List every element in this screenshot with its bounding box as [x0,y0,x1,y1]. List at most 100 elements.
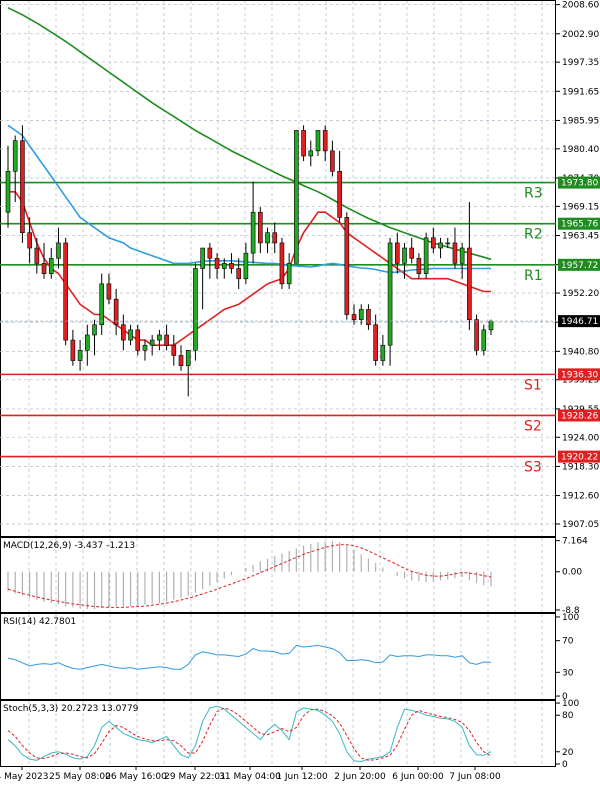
stoch-y-tick-label: 80 [562,711,574,721]
level-label-r2: R2 [524,227,543,243]
x-tick-label: 29 May 22:01 [164,772,226,782]
current-price-tag-text: 1946.71 [561,317,598,327]
x-tick-label: 2 Jun 20:00 [334,772,386,782]
stoch-label: Stoch(5,3,3) 20.2723 13.0779 [3,704,139,714]
rsi-y-tick-label: 70 [562,637,574,647]
candle-body [330,150,335,172]
candle-body [322,130,328,152]
candle-body [358,309,364,320]
candle-body [438,242,443,249]
macd-y-tick-label: -8.8 [562,606,580,616]
level-tag-text-s2: 1928.26 [561,411,598,421]
candle-body [445,242,451,245]
candle-body [394,242,400,264]
level-tag-s3 [558,450,600,463]
candle-body [474,319,479,351]
candle-body [286,263,292,285]
macd-signal-line [7,544,492,608]
y-tick-label: 1985.95 [562,116,599,126]
candle-body [92,324,97,336]
candle-body [294,130,299,264]
rsi-y-tick-label: 30 [562,668,574,678]
stoch-y-tick-label: 0 [562,760,568,770]
macd-y-tick-label: 0.00 [562,568,582,578]
level-tag-text-s1: 1936.30 [561,370,598,380]
candle-body [344,217,350,315]
candle-body [20,140,25,233]
stoch-y-tick-label: 100 [562,699,579,709]
level-label-s1: S1 [524,377,542,393]
candle-body [99,283,105,326]
level-tag-text-s3: 1920.22 [561,453,598,463]
candle-body [229,263,234,269]
y-tick-label: 1940.80 [562,347,599,357]
candle-body [481,329,487,351]
level-tag-r2 [558,217,600,230]
moving-average-line-2 [7,124,491,274]
candle-body [27,232,32,249]
stoch-k-line [7,705,492,763]
y-tick-label: 1907.05 [562,520,599,530]
candle-body [250,211,256,254]
level-label-s3: S3 [524,460,542,476]
candle-body [308,150,314,157]
candle-body [373,324,378,361]
candle-body [337,171,342,218]
level-tag-r3 [558,176,600,189]
candle-body [193,268,198,351]
level-tag-text-r2: 1965.76 [561,220,598,230]
panel-frame-main [0,0,556,537]
x-tick-label: 4 May 2023 [0,772,48,782]
candle-body [164,334,169,346]
candle-body [121,324,126,341]
level-label-r1: R1 [524,268,543,284]
level-tag-s2 [558,409,600,422]
candle-body [185,350,191,366]
candle-body [178,355,184,366]
candle-body [380,344,386,361]
candle-body [200,247,205,269]
candle-body [243,252,249,280]
candle-body [402,247,407,264]
y-tick-label: 1935.25 [562,376,599,386]
y-tick-label: 1969.15 [562,202,599,212]
x-tick-label: 31 May 04:00 [219,772,281,782]
level-tag-text-r3: 1973.80 [561,179,598,189]
candle-body [63,242,68,341]
candle-body [48,257,54,274]
macd-y-tick-label: 7.164 [562,537,588,547]
candle-body [423,237,429,274]
moving-average-line-1 [8,191,491,347]
y-tick-label: 1952.20 [562,289,599,299]
candle-body [387,242,393,346]
x-tick-label: 1 Jun 12:00 [276,772,328,782]
candle-body [157,334,162,341]
candle-body [77,350,83,361]
y-tick-label: 2008.60 [562,1,599,11]
stoch-d-line [7,707,492,761]
level-tag-r1 [558,258,600,271]
candle-body [221,263,227,269]
candle-body [106,283,112,300]
candle-body [214,257,220,269]
candle-body [113,298,119,326]
candle-body [128,329,133,341]
x-tick-label: 25 May 08:00 [49,772,111,782]
rsi-line [7,644,492,670]
candle-body [409,247,415,259]
y-tick-label: 1963.45 [562,232,599,242]
macd-label: MACD(12,26,9) -3.437 -1.213 [3,541,135,551]
candle-body [5,171,11,213]
candle-body [12,140,18,172]
y-tick-label: 1912.60 [562,492,599,502]
y-tick-label: 1997.35 [562,58,599,68]
candle-body [236,268,241,280]
candle-body [84,334,90,351]
panel-frame-macd [0,537,556,613]
candle-body [135,329,141,351]
level-label-s2: S2 [524,418,542,434]
candle-body [56,242,61,259]
candle-body [452,242,458,264]
candle-body [467,247,472,320]
